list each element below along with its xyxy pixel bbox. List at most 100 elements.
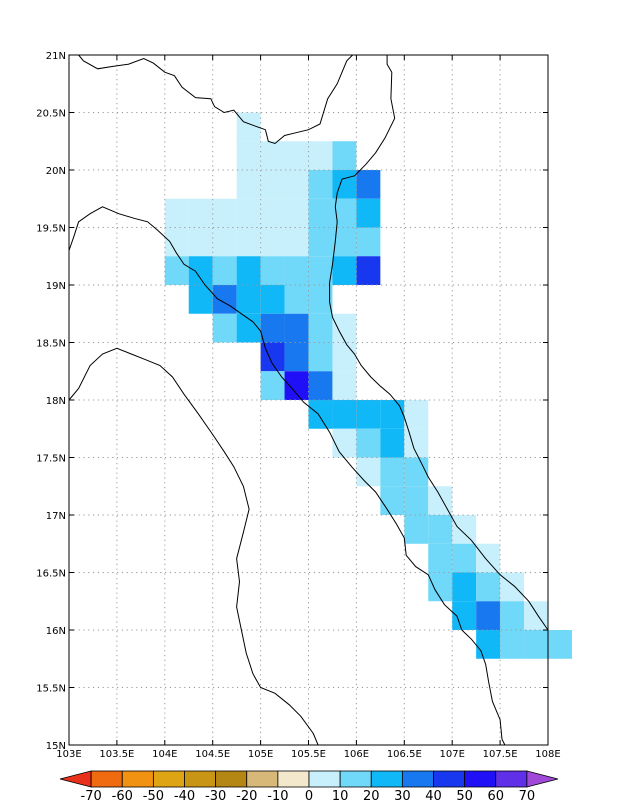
rain-cell	[500, 630, 525, 659]
tick-label-lat: 15N	[46, 741, 66, 752]
rain-cell	[332, 400, 357, 429]
rain-cell	[380, 428, 405, 458]
rain-cell	[284, 227, 309, 257]
rain-cell	[212, 313, 237, 343]
rain-cell	[356, 428, 381, 458]
tick-label-lat: 20N	[46, 166, 66, 177]
rain-cell	[356, 227, 381, 257]
coastline-coast_north_east	[329, 55, 549, 631]
rain-cell	[332, 342, 357, 372]
tick-label-lon: 105E	[248, 749, 273, 760]
tick-label-lon: 103E	[56, 749, 81, 760]
colorbar-label: 30	[394, 789, 411, 800]
rain-cell	[332, 256, 357, 285]
coastline-border_laos_th	[68, 347, 319, 746]
rain-cell	[356, 256, 381, 285]
colorbar-label: -60	[112, 789, 133, 800]
rain-cell	[428, 572, 453, 602]
rain-cell	[284, 313, 309, 343]
rain-cell	[500, 572, 525, 602]
colorbar-swatch	[246, 770, 279, 788]
rain-cell	[524, 630, 548, 659]
colorbar-swatch	[495, 770, 528, 788]
rain-cell	[308, 342, 333, 372]
tick-label-lat: 18.5N	[36, 339, 66, 350]
colorbar-swatch	[433, 770, 466, 788]
rain-cell	[428, 515, 453, 544]
rain-cell	[260, 285, 285, 314]
tick-label-lon: 104E	[152, 749, 177, 760]
rain-cell	[332, 371, 357, 400]
colorbar-swatch	[401, 770, 434, 788]
rain-cell	[308, 256, 333, 285]
rain-cell	[284, 285, 309, 314]
colorbar-label: 20	[363, 789, 380, 800]
rain-cell	[476, 543, 501, 573]
rain-cell	[236, 313, 261, 343]
tick-label-lat: 17.5N	[36, 454, 66, 465]
tick-label-lat: 18N	[46, 396, 66, 407]
rain-cell	[188, 227, 213, 257]
rain-cell	[260, 371, 285, 400]
colorbar: -70 -60 -50 -40 -30 -20 -10 0 10 20 30 40 50 60 70	[59, 770, 559, 800]
rain-cell	[236, 170, 261, 199]
rain-cell	[260, 256, 285, 285]
rain-cell	[212, 227, 237, 257]
rain-cell	[356, 170, 381, 199]
colorbar-label: -50	[143, 789, 164, 800]
colorbar-swatch	[370, 770, 403, 788]
colorbar-label: 70	[519, 789, 536, 800]
rain-cell	[308, 198, 333, 228]
rain-cell	[404, 400, 429, 429]
rain-cell	[308, 227, 333, 257]
tick-label-lon: 105.5E	[291, 749, 326, 760]
rain-cell	[452, 515, 477, 544]
rain-cell	[212, 256, 237, 285]
colorbar-swatch	[277, 770, 310, 788]
colorbar-label: 40	[425, 789, 442, 800]
colorbar-swatch	[339, 770, 372, 788]
tick-label-lon: 104.5E	[195, 749, 230, 760]
tick-label-lat: 19N	[46, 281, 66, 292]
rain-cell	[212, 198, 237, 228]
colorbar-label: 60	[487, 789, 504, 800]
coastline-border_laos	[68, 206, 506, 746]
rain-cell	[380, 400, 405, 429]
tick-label-lat: 17N	[46, 511, 66, 522]
rain-cell	[284, 371, 309, 400]
tick-label-lat: 19.5N	[36, 224, 66, 235]
rain-cell	[452, 543, 477, 573]
rain-cell	[332, 170, 357, 199]
rain-cell	[212, 285, 237, 314]
rain-cell	[260, 227, 285, 257]
colorbar-swatch	[215, 770, 248, 788]
colorbar-triangle-low	[59, 770, 92, 788]
rain-cell	[164, 227, 189, 257]
colorbar-swatch	[152, 770, 185, 788]
tick-label-lat: 16.5N	[36, 569, 66, 580]
rain-cell	[548, 630, 572, 659]
rain-cell	[260, 313, 285, 343]
rain-cell	[404, 486, 429, 515]
rain-cell	[476, 601, 501, 630]
rain-cell	[236, 285, 261, 314]
rain-cell	[524, 601, 548, 630]
colorbar-label: -40	[174, 789, 195, 800]
tick-label-lon: 107E	[439, 749, 464, 760]
rain-cell	[308, 313, 333, 343]
rain-cell	[356, 400, 381, 429]
colorbar-label: -30	[205, 789, 226, 800]
rain-cell	[332, 227, 357, 257]
colorbar-label: 10	[332, 789, 349, 800]
rain-cell	[284, 256, 309, 285]
rain-cell	[452, 601, 477, 630]
rain-cell	[236, 198, 261, 228]
rain-cell	[284, 198, 309, 228]
tick-label-lat: 16N	[46, 626, 66, 637]
rain-cell	[332, 198, 357, 228]
rain-cell	[260, 198, 285, 228]
rain-cell	[332, 141, 357, 170]
colorbar-label: -70	[81, 789, 102, 800]
rain-cell	[356, 198, 381, 228]
rain-cell	[332, 428, 357, 458]
